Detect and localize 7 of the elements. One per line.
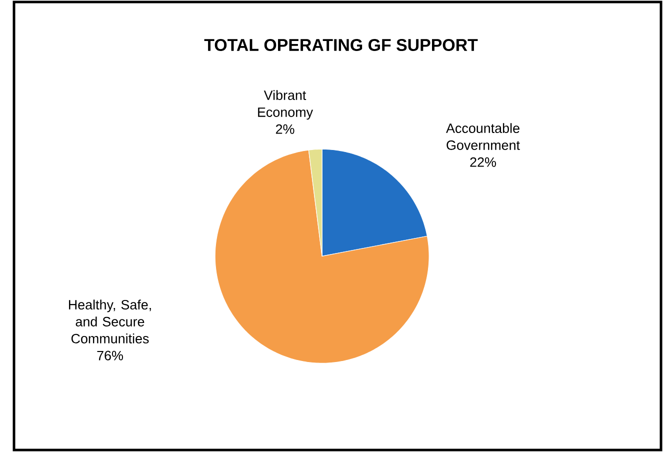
slice-label: Accountable Government bbox=[446, 123, 520, 150]
chart-title: TOTAL OPERATING GF SUPPORT bbox=[204, 38, 478, 51]
data-label: 2% bbox=[276, 124, 294, 134]
data-label: 76% bbox=[97, 350, 123, 360]
slice-label: Vibrant Economy bbox=[258, 90, 314, 120]
slice-label: Healthy, Safe, and Secure Communities bbox=[69, 300, 151, 344]
data-label: 22% bbox=[470, 157, 496, 167]
